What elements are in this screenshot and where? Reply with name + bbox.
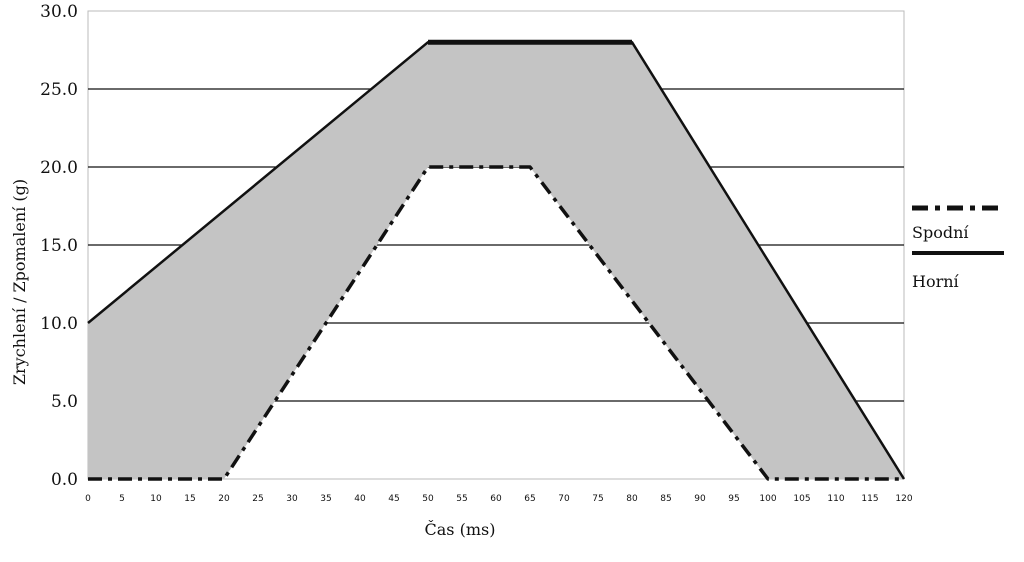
x-tick-label: 40	[354, 494, 366, 504]
x-tick-label: 15	[184, 494, 195, 504]
series-line-spodni	[88, 165, 904, 481]
x-tick-label: 90	[694, 494, 706, 504]
y-tick-label: 20.0	[40, 158, 78, 178]
x-tick-label: 120	[895, 494, 912, 504]
x-tick-label: 0	[85, 494, 91, 504]
x-tick-label: 45	[388, 494, 399, 504]
x-tick-label: 95	[728, 494, 739, 504]
x-tick-label: 110	[827, 494, 844, 504]
y-tick-label: 5.0	[51, 392, 78, 412]
x-tick-label: 85	[660, 494, 671, 504]
series-lines	[87, 39, 906, 481]
y-tick-label: 0.0	[51, 470, 78, 490]
x-tick-label: 50	[422, 494, 434, 504]
x-tick-label: 115	[861, 494, 878, 504]
x-tick-label: 30	[286, 494, 298, 504]
y-tick-label: 10.0	[40, 314, 78, 334]
x-tick-label: 10	[150, 494, 162, 504]
x-tick-label: 35	[320, 494, 331, 504]
x-tick-label: 25	[252, 494, 263, 504]
x-tick-label: 60	[490, 494, 502, 504]
x-axis-ticks: 0 5 10 15 20 25 30 35 40 45 50 55 60 65 70 75 80 85 90 95 10…	[85, 494, 913, 504]
x-tick-label: 55	[456, 494, 467, 504]
legend-label-horni: Horní	[912, 272, 960, 291]
y-tick-label: 30.0	[40, 2, 78, 22]
x-tick-label: 20	[218, 494, 230, 504]
x-tick-label: 75	[592, 494, 603, 504]
y-axis-label: Zrychlení / Zpomalení (g)	[10, 179, 29, 385]
legend-label-spodni: Spodní	[912, 223, 969, 242]
legend: Spodní Horní	[912, 205, 1004, 291]
x-tick-label: 70	[558, 494, 570, 504]
x-tick-label: 5	[119, 494, 125, 504]
x-tick-label: 100	[759, 494, 776, 504]
y-tick-label: 15.0	[40, 236, 78, 256]
x-tick-label: 80	[626, 494, 638, 504]
y-axis-ticks: 0.0 5.0 10.0 15.0 20.0 25.0 30.0	[40, 2, 78, 490]
x-axis-label: Čas (ms)	[425, 519, 496, 539]
x-tick-label: 65	[524, 494, 535, 504]
x-tick-label: 105	[793, 494, 810, 504]
y-tick-label: 25.0	[40, 80, 78, 100]
